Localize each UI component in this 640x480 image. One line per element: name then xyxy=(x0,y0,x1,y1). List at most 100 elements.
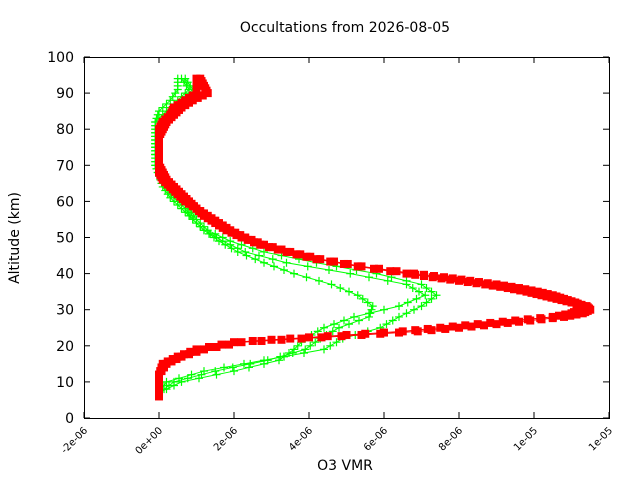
series-1 xyxy=(155,74,595,401)
data-point xyxy=(496,282,505,291)
data-point xyxy=(358,294,367,303)
data-point xyxy=(353,291,362,300)
data-point xyxy=(481,280,490,289)
x-tick-label: 2e-06 xyxy=(212,425,240,453)
data-point xyxy=(422,284,431,293)
data-point xyxy=(230,367,238,376)
data-point xyxy=(285,349,293,358)
data-point xyxy=(448,322,457,331)
data-point xyxy=(181,74,190,83)
data-point xyxy=(417,302,426,311)
data-point xyxy=(516,286,525,295)
data-point xyxy=(417,280,426,289)
data-point xyxy=(170,197,178,206)
y-tick-label: 60 xyxy=(56,194,74,210)
data-point xyxy=(188,96,197,105)
data-point xyxy=(268,255,277,264)
x-tick-label: 1e-05 xyxy=(512,425,540,453)
data-point xyxy=(498,317,507,326)
data-point xyxy=(267,335,276,344)
data-point xyxy=(188,215,197,224)
x-tick-label: -2e-06 xyxy=(59,425,90,456)
data-point xyxy=(503,284,512,293)
data-point xyxy=(395,302,403,311)
data-point xyxy=(582,302,591,311)
data-point xyxy=(305,333,313,342)
data-point xyxy=(196,74,205,83)
data-point xyxy=(365,273,373,282)
data-point xyxy=(326,257,335,266)
data-point xyxy=(233,244,242,253)
data-point xyxy=(155,107,163,116)
data-point xyxy=(315,276,323,285)
data-point xyxy=(243,235,252,244)
data-point xyxy=(192,347,201,356)
data-point xyxy=(237,338,246,347)
data-point xyxy=(353,262,362,271)
data-point xyxy=(441,324,450,333)
data-point xyxy=(532,290,541,299)
data-point xyxy=(162,385,171,394)
y-tick-label: 10 xyxy=(56,375,74,391)
data-point xyxy=(282,247,291,256)
x-axis-label: O3 VMR xyxy=(317,458,373,474)
data-point xyxy=(492,320,501,329)
data-point xyxy=(375,264,383,273)
data-point xyxy=(403,298,412,307)
data-point xyxy=(326,341,335,350)
data-point xyxy=(273,245,282,254)
data-point xyxy=(320,323,328,332)
data-point xyxy=(455,276,463,285)
data-point xyxy=(402,280,411,289)
data-point xyxy=(212,370,221,379)
data-point xyxy=(158,103,167,112)
data-point xyxy=(220,363,228,372)
data-point xyxy=(232,231,241,240)
data-point xyxy=(300,349,308,358)
data-point xyxy=(280,265,288,274)
data-point xyxy=(332,338,341,347)
data-point xyxy=(330,320,338,329)
data-point xyxy=(392,267,401,276)
data-point xyxy=(265,243,273,252)
data-point xyxy=(355,316,363,325)
data-point xyxy=(488,281,497,290)
data-point xyxy=(542,292,551,301)
data-point xyxy=(335,323,343,332)
data-point xyxy=(328,327,337,336)
data-point xyxy=(205,343,213,352)
data-point xyxy=(306,341,315,350)
data-point xyxy=(211,367,220,376)
data-point xyxy=(237,240,246,249)
data-point xyxy=(170,381,178,390)
data-point xyxy=(363,298,372,307)
data-point xyxy=(302,273,311,282)
data-point xyxy=(428,273,437,282)
data-point xyxy=(572,310,581,319)
data-point xyxy=(173,201,182,210)
data-point xyxy=(172,355,181,364)
x-tick-label: 1e-05 xyxy=(587,425,615,453)
data-point xyxy=(437,274,446,283)
data-point xyxy=(245,363,253,372)
data-point xyxy=(198,91,207,100)
y-tick-label: 70 xyxy=(56,158,74,174)
data-point xyxy=(436,323,445,332)
data-point xyxy=(317,333,326,342)
data-point xyxy=(427,287,436,296)
data-point xyxy=(526,316,535,325)
x-tick-label: 8e-06 xyxy=(437,425,465,453)
data-point xyxy=(408,284,417,293)
data-point xyxy=(225,340,233,349)
data-point xyxy=(217,340,226,349)
data-point xyxy=(455,323,463,332)
data-point xyxy=(461,321,470,330)
x-tick-label: 6e-06 xyxy=(362,425,390,453)
data-point xyxy=(402,309,411,318)
data-point xyxy=(567,298,576,307)
data-point xyxy=(388,316,397,325)
plot-marks xyxy=(151,74,595,401)
data-point xyxy=(302,252,311,261)
data-point xyxy=(566,311,575,320)
data-point xyxy=(260,247,268,256)
